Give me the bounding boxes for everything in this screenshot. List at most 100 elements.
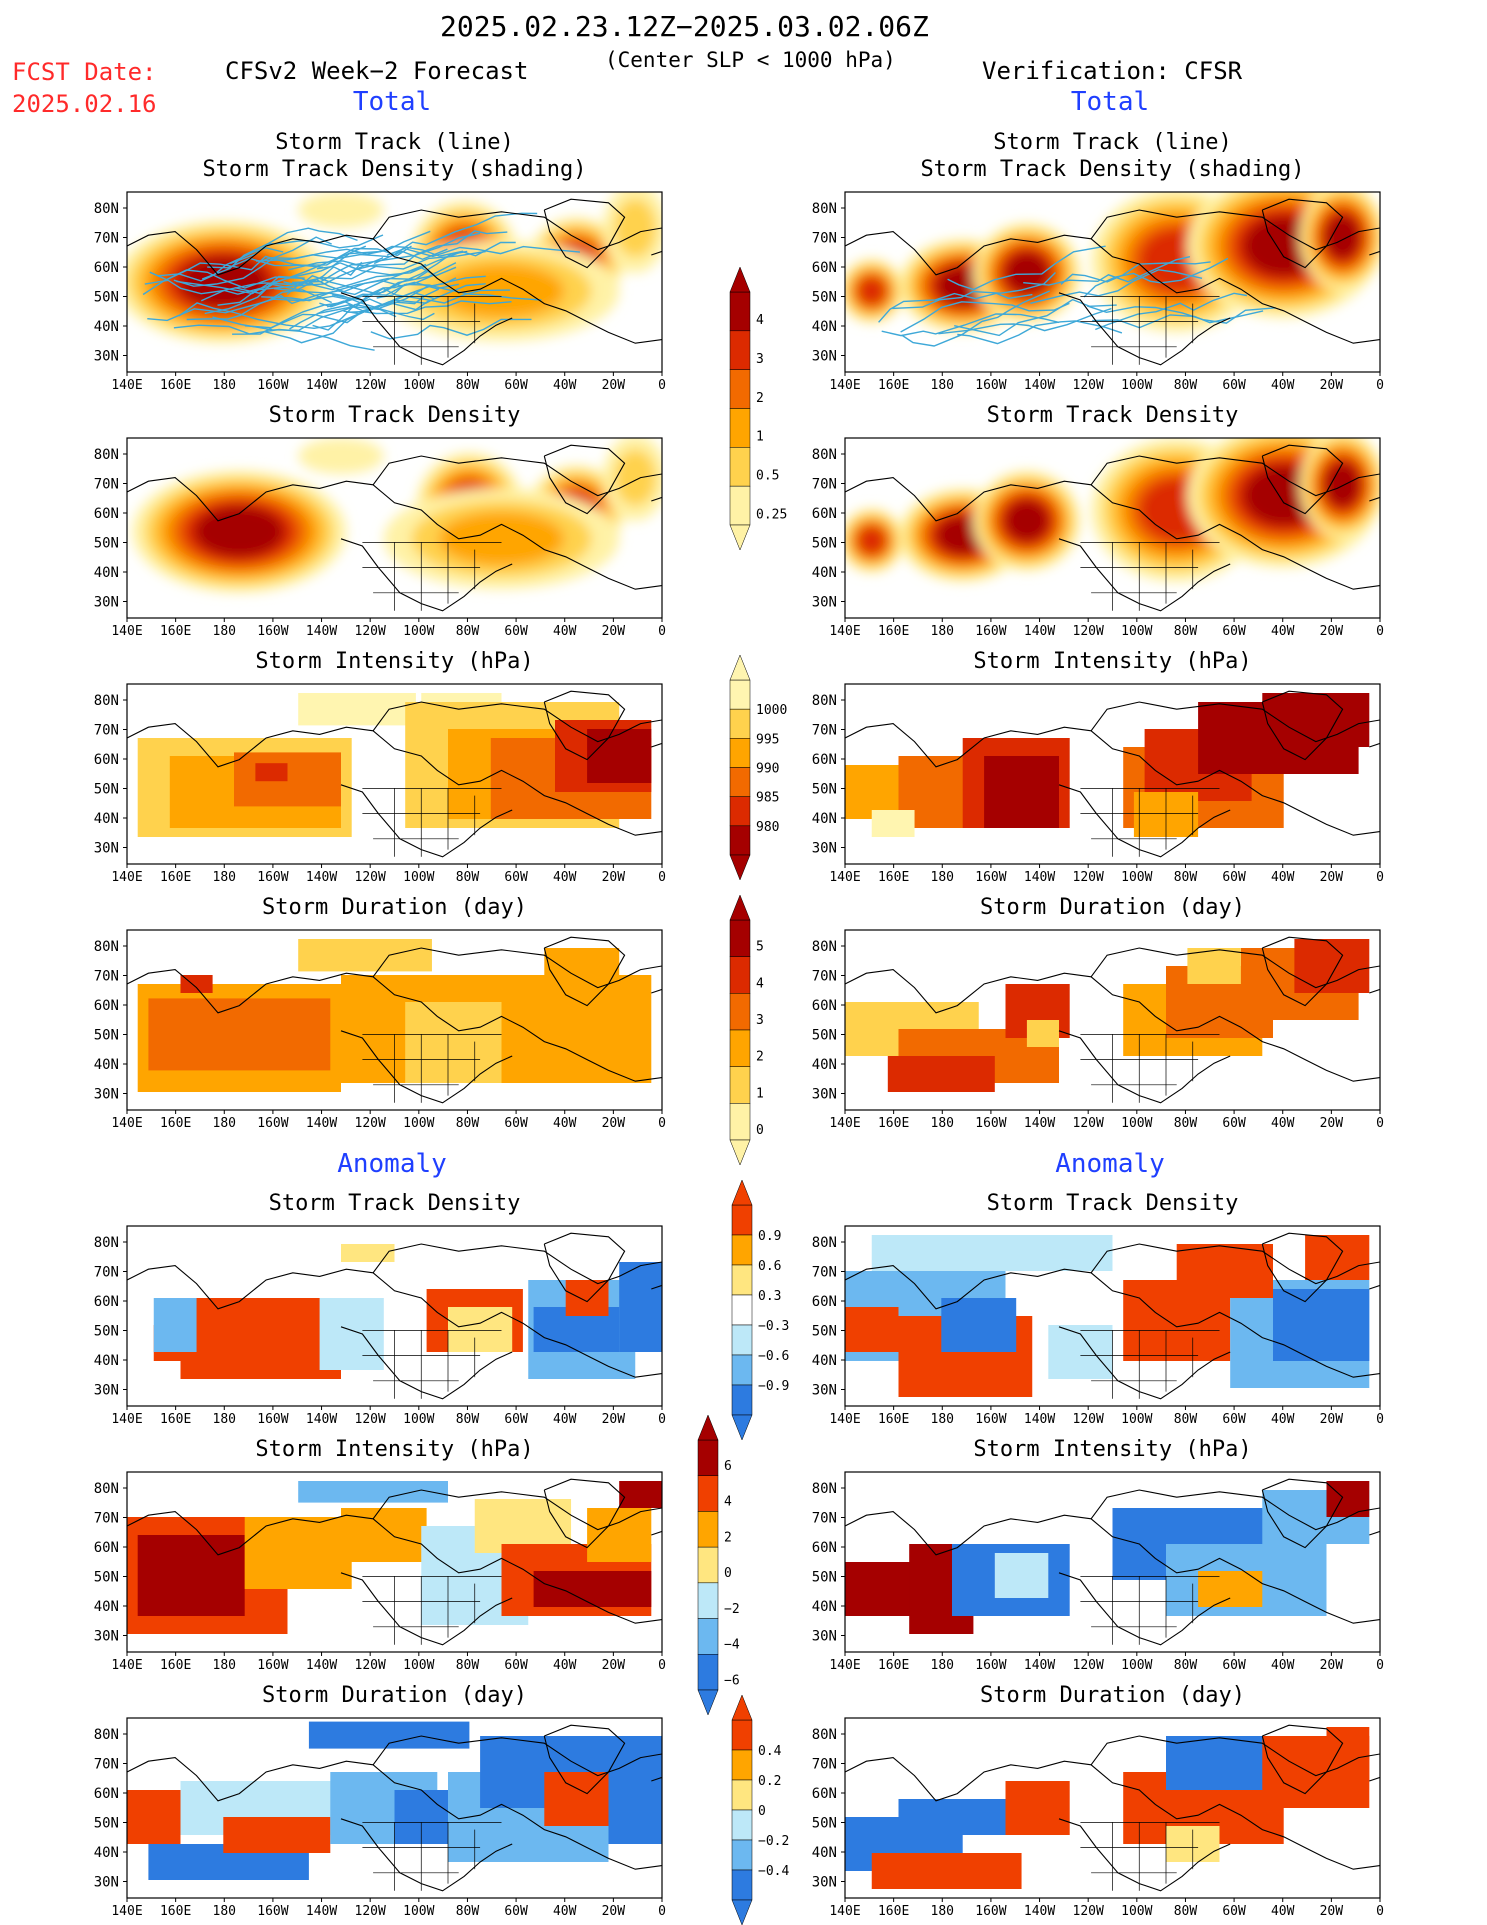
lon-tick-label: 140E bbox=[111, 870, 142, 885]
lon-tick-label: 160E bbox=[160, 870, 191, 885]
colorbar-swatch bbox=[731, 1294, 753, 1326]
lon-tick-label: 40W bbox=[553, 378, 577, 393]
lon-tick-label: 120W bbox=[1073, 870, 1104, 885]
grid-cell-shading bbox=[298, 1481, 448, 1503]
storm-track-line bbox=[878, 292, 1033, 323]
panel-title-line1: Storm Track (line) bbox=[275, 130, 513, 155]
land-outline bbox=[845, 936, 1380, 1104]
lon-tick-label: 120W bbox=[355, 1904, 386, 1919]
grid-cell-shading bbox=[871, 1235, 1113, 1271]
panel-title: Storm Intensity (hPa) bbox=[255, 649, 533, 674]
lon-tick-label: 140E bbox=[111, 1412, 142, 1427]
lat-tick-label: 40N bbox=[94, 1353, 119, 1369]
lat-tick-label: 30N bbox=[94, 1383, 119, 1399]
lon-tick-label: 120W bbox=[1073, 1116, 1104, 1131]
panel-title: Storm Duration (day) bbox=[262, 1683, 527, 1708]
lon-tick-label: 0 bbox=[658, 1116, 666, 1131]
storm-track-line bbox=[316, 245, 464, 270]
lon-tick-label: 60W bbox=[504, 1658, 528, 1673]
lon-tick-label: 100W bbox=[1121, 1658, 1152, 1673]
grid-cell-shading bbox=[544, 948, 620, 993]
lon-tick-label: 180 bbox=[213, 624, 236, 639]
storm-track-line bbox=[386, 245, 580, 258]
lon-tick-label: 160E bbox=[878, 1412, 909, 1427]
lon-tick-label: 120W bbox=[355, 378, 386, 393]
lon-tick-label: 40W bbox=[553, 1658, 577, 1673]
lon-tick-label: 80W bbox=[1174, 1904, 1198, 1919]
lon-tick-label: 160W bbox=[257, 378, 288, 393]
lat-tick-label: 50N bbox=[812, 536, 837, 552]
lat-tick-label: 60N bbox=[94, 1294, 119, 1310]
lon-tick-label: 20W bbox=[1320, 1904, 1344, 1919]
lon-tick-label: 140W bbox=[306, 624, 337, 639]
storm-track-line bbox=[348, 241, 516, 276]
lon-tick-label: 160W bbox=[257, 1904, 288, 1919]
lon-tick-label: 140W bbox=[306, 1116, 337, 1131]
lon-tick-label: 140E bbox=[111, 378, 142, 393]
colorbar-swatch bbox=[729, 708, 751, 739]
grid-cell-shading bbox=[405, 1002, 502, 1083]
lon-tick-label: 100W bbox=[403, 1658, 434, 1673]
lat-tick-label: 50N bbox=[94, 1028, 119, 1044]
grid-cell-shading bbox=[223, 1817, 331, 1853]
colorbar-label: 995 bbox=[756, 732, 779, 747]
lon-tick-label: 40W bbox=[1271, 1658, 1295, 1673]
lon-tick-label: 180 bbox=[931, 870, 954, 885]
storm-track-line bbox=[207, 245, 367, 269]
lat-tick-label: 50N bbox=[812, 1324, 837, 1340]
colorbar-swatch bbox=[697, 1618, 719, 1655]
lon-tick-label: 140E bbox=[111, 1658, 142, 1673]
colorbar-label: 2 bbox=[756, 391, 764, 406]
colorbar-label: 0.3 bbox=[758, 1289, 781, 1304]
lon-tick-label: 80W bbox=[456, 624, 480, 639]
total-label-right: Total bbox=[1071, 87, 1149, 117]
lat-tick-label: 70N bbox=[812, 969, 837, 985]
lon-tick-label: 20W bbox=[602, 378, 626, 393]
panel-title: Storm Track Density bbox=[987, 403, 1239, 428]
land-outline bbox=[845, 690, 1380, 858]
lat-tick-label: 30N bbox=[812, 595, 837, 611]
lon-tick-label: 20W bbox=[1320, 378, 1344, 393]
lon-tick-label: 180 bbox=[931, 1412, 954, 1427]
colorbar-label: 985 bbox=[756, 791, 779, 806]
map-frame bbox=[844, 1225, 1381, 1407]
colorbar-swatch bbox=[729, 1103, 751, 1141]
lon-tick-label: 140E bbox=[829, 1116, 860, 1131]
lon-tick-label: 160W bbox=[257, 870, 288, 885]
storm-track-line bbox=[1092, 310, 1264, 329]
grid-cell-shading bbox=[127, 1790, 181, 1844]
lat-tick-label: 80N bbox=[812, 201, 837, 217]
storm-track-line bbox=[288, 232, 481, 271]
panel-left-2: Storm Track Density 80N 70N 60N 50N 40N 30N 140… bbox=[94, 403, 666, 639]
panel-title: Storm Track Density bbox=[269, 403, 521, 428]
lon-tick-label: 60W bbox=[1222, 378, 1246, 393]
colorbar-swatch bbox=[729, 993, 751, 1031]
panel-title: Storm Duration (day) bbox=[980, 895, 1245, 920]
lon-tick-label: 40W bbox=[1271, 624, 1295, 639]
lon-tick-label: 180 bbox=[213, 870, 236, 885]
storm-track-line bbox=[317, 283, 486, 315]
colorbar-swatch bbox=[697, 1654, 719, 1691]
storm-track-line bbox=[1060, 261, 1211, 285]
storm-track-line bbox=[258, 230, 431, 263]
colorbar-label: −0.4 bbox=[758, 1864, 789, 1879]
lon-tick-label: 80W bbox=[1174, 1412, 1198, 1427]
map-frame bbox=[844, 1717, 1381, 1899]
lon-tick-label: 100W bbox=[403, 1412, 434, 1427]
lon-tick-label: 40W bbox=[1271, 1412, 1295, 1427]
colorbar-label: 0.4 bbox=[758, 1744, 782, 1759]
lon-tick-label: 160W bbox=[975, 378, 1006, 393]
colorbar-label: 6 bbox=[724, 1459, 732, 1474]
grid-cell-shading bbox=[148, 998, 331, 1071]
grid-cell-shading bbox=[608, 1736, 662, 1844]
lon-tick-label: 180 bbox=[213, 1412, 236, 1427]
lon-tick-label: 160E bbox=[878, 1658, 909, 1673]
lon-tick-label: 140E bbox=[111, 624, 142, 639]
lat-tick-label: 70N bbox=[94, 969, 119, 985]
land-outline bbox=[845, 1724, 1380, 1892]
lat-tick-label: 50N bbox=[812, 1028, 837, 1044]
lat-tick-label: 50N bbox=[94, 536, 119, 552]
lon-tick-label: 80W bbox=[456, 1116, 480, 1131]
grid-cell-shading bbox=[298, 939, 432, 972]
colorbar-label: −0.9 bbox=[758, 1379, 789, 1394]
